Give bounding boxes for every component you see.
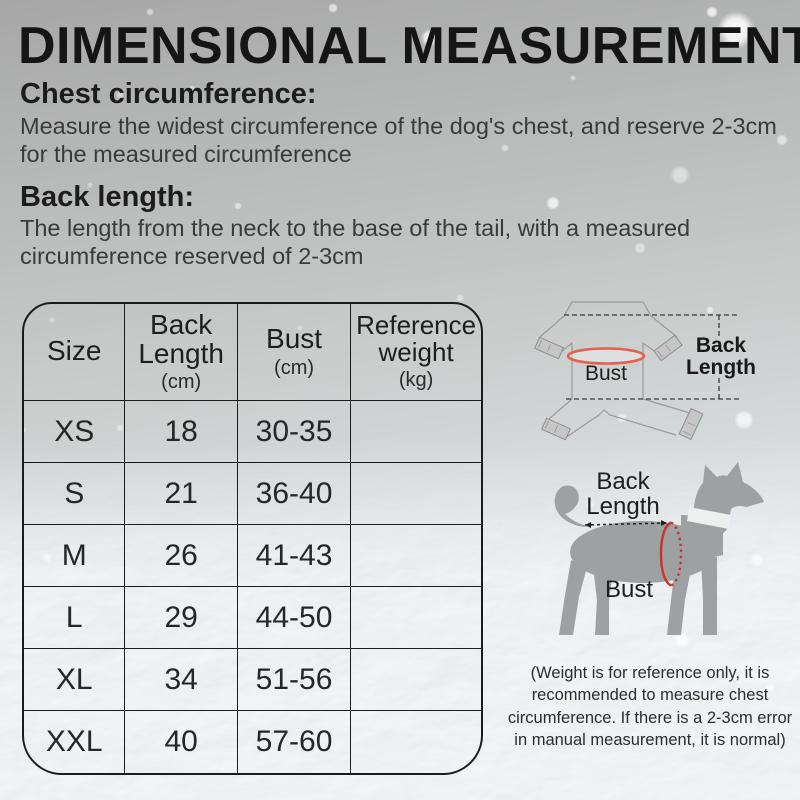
weight-reference-note: (Weight is for reference only, it is rec… — [507, 664, 793, 749]
table-cell: 57-60 — [238, 711, 352, 773]
chest-section-heading: Chest circumference: — [20, 78, 317, 110]
size-chart-table: Size Back Length (cm) Bust (cm) Referenc… — [22, 302, 483, 775]
garment-bust-ring — [566, 347, 646, 365]
table-cell: M — [24, 525, 126, 587]
back-section-heading: Back length: — [20, 181, 195, 213]
dog-bust-ring — [659, 521, 683, 587]
table-cell — [351, 649, 481, 711]
table-cell: 34 — [125, 649, 238, 711]
table-cell — [351, 711, 481, 773]
table-cell: 26 — [125, 525, 238, 587]
table-cell — [351, 587, 481, 649]
table-cell: 44-50 — [237, 587, 352, 649]
page-title: DIMENSIONAL MEASUREMENT — [18, 17, 800, 75]
dog-back-length-label-line1: Back — [596, 468, 650, 495]
table-cell: 36-40 — [237, 463, 352, 525]
cuff-shapes — [534, 334, 704, 441]
dog-measurement-diagram: Back Length Bust — [554, 462, 764, 635]
dog-silhouette — [554, 462, 764, 635]
table-cell: 18 — [125, 401, 238, 463]
table-cell — [351, 401, 481, 463]
table-header-bust: Bust (cm) — [237, 304, 352, 401]
table-cell: XS — [24, 401, 126, 463]
table-cell: 41-43 — [237, 525, 352, 587]
table-cell: 51-56 — [237, 649, 352, 711]
dog-collar — [687, 507, 731, 529]
table-cell: 30-35 — [237, 401, 352, 463]
table-cell: L — [24, 587, 126, 649]
dog-back-length-line — [584, 520, 668, 528]
table-cell: 21 — [125, 463, 238, 525]
table-cell: XXL — [24, 711, 126, 773]
chest-section-body: Measure the widest circumference of the … — [20, 113, 777, 167]
table-header-size: Size — [24, 304, 126, 401]
dog-back-length-label-line2: Length — [586, 493, 659, 520]
back-section-body: The length from the neck to the base of … — [20, 215, 691, 269]
table-cell: S — [24, 463, 126, 525]
table-header-back-length: Back Length (cm) — [125, 304, 238, 401]
table-cell: 40 — [125, 711, 238, 773]
dog-bust-label: Bust — [605, 576, 653, 603]
garment-back-length-label-line2: Length — [686, 356, 756, 379]
table-cell: XL — [24, 649, 126, 711]
table-cell — [351, 463, 481, 525]
measurement-dashed-lines — [564, 314, 740, 400]
table-cell — [351, 525, 481, 587]
table-cell: 29 — [125, 587, 238, 649]
garment-bust-label: Bust — [585, 362, 627, 385]
garment-measurement-diagram: Bust Back Length — [534, 301, 756, 441]
table-header-weight: Reference weight (kg) — [351, 304, 481, 401]
garment-back-length-label-line1: Back — [696, 334, 747, 357]
